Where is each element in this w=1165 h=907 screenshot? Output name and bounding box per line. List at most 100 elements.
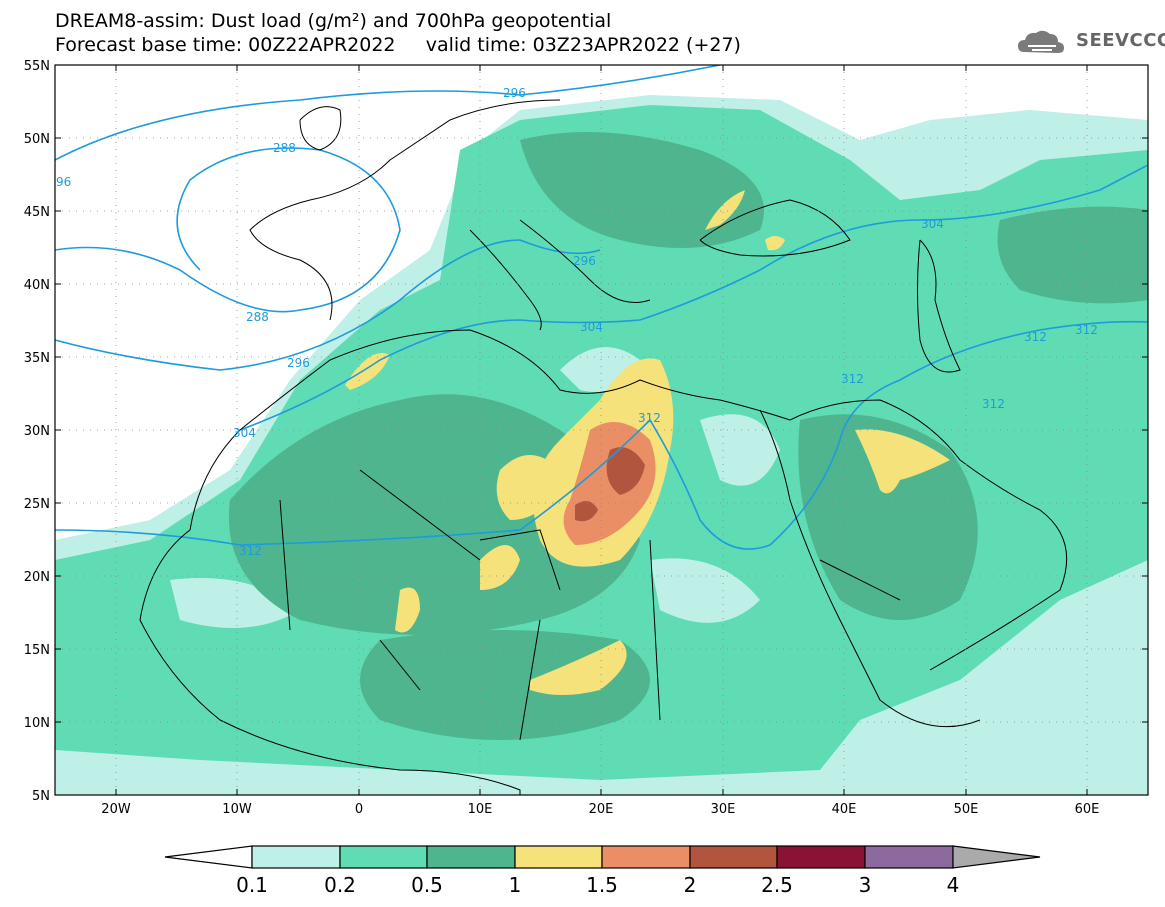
colorbar-label: 0.2 — [324, 873, 356, 897]
colorbar-swatch — [514, 845, 603, 869]
contour-line-296-south — [55, 239, 601, 371]
colorbar-label: 1 — [509, 873, 522, 897]
lat-label: 55N — [24, 59, 50, 74]
map-title: DREAM8-assim: Dust load (g/m²) and 700hP… — [55, 10, 612, 32]
coastline-italy — [469, 229, 542, 331]
coastline-europe — [249, 99, 561, 321]
lon-ticks-top — [115, 65, 1088, 71]
dust-area-1-sudan — [530, 640, 627, 695]
contour-line-304-east — [639, 164, 1148, 321]
dust-area-2-south — [575, 501, 598, 522]
lat-label: 10N — [24, 716, 50, 731]
lon-label: 20W — [101, 802, 131, 817]
coastline-africa — [139, 429, 521, 795]
dust-area-1-turkey — [765, 236, 785, 251]
dust-area-0.5-sahel — [360, 630, 650, 740]
contour-label: 312 — [1075, 323, 1098, 337]
lon-label: 10W — [222, 802, 252, 817]
colorbar-label: 0.5 — [411, 873, 443, 897]
colorbar-swatch — [864, 845, 954, 869]
lon-label: 40E — [832, 802, 857, 817]
colorbar-swatch — [339, 845, 428, 869]
coastline-british-isles — [299, 106, 342, 151]
lon-ticks-bottom — [115, 789, 1088, 795]
axis-ticks — [55, 64, 1148, 796]
dust-area-0.5-sahara — [228, 394, 640, 635]
dust-area-1-niger — [395, 587, 420, 633]
contour-line-288 — [55, 147, 401, 313]
contour-label: 312 — [638, 411, 661, 425]
lat-label: 35N — [24, 351, 50, 366]
latitude-labels: 55N 50N 45N 40N 35N 30N 25N 20N 15N 10N … — [24, 59, 50, 804]
coastline-red-sea — [759, 409, 981, 728]
contour-label: 288 — [273, 141, 296, 155]
contour-label: 296 — [573, 254, 596, 268]
dust-area-0.5-central-asia — [997, 206, 1148, 304]
longitude-labels: 20W 10W 0 10E 20E 30E 40E 50E 60E — [101, 802, 1099, 817]
contour-label: 96 — [56, 175, 71, 189]
coastlines-and-borders — [139, 99, 1068, 795]
forecast-time-subtitle: Forecast base time: 00Z22APR2022 valid t… — [55, 34, 741, 56]
lon-label: 10E — [468, 802, 493, 817]
lon-label: 60E — [1075, 802, 1100, 817]
lat-label: 30N — [24, 424, 50, 439]
lon-label: 0 — [355, 802, 363, 817]
lon-label: 50E — [954, 802, 979, 817]
border-lines — [279, 469, 901, 741]
colorbar-label: 2.5 — [761, 873, 793, 897]
colorbar-swatch — [601, 845, 691, 869]
colorbar-high-arrow — [952, 845, 1041, 869]
dust-area-1-morocco — [345, 353, 390, 390]
dust-area-0.1-sudan — [650, 558, 760, 623]
lat-label: 50N — [24, 132, 50, 147]
contour-label: 304 — [921, 217, 944, 231]
colorbar-swatch — [251, 845, 341, 869]
contour-label: 312 — [841, 372, 864, 386]
lat-label: 40N — [24, 278, 50, 293]
colorbar-swatch — [426, 845, 516, 869]
lat-label: 45N — [24, 205, 50, 220]
colorbar-label: 1.5 — [586, 873, 618, 897]
lat-ticks-left — [55, 64, 61, 796]
contour-label: 304 — [233, 426, 256, 440]
lat-ticks-right — [1142, 64, 1148, 796]
contour-line-304-west — [239, 319, 641, 431]
colorbar-labels: 0.1 0.2 0.5 1 1.5 2 2.5 3 4 — [236, 873, 959, 897]
dust-area-1-arabia — [855, 429, 950, 494]
coastline-black-sea — [699, 199, 851, 257]
dust-fields — [55, 95, 1148, 795]
cloud-logo-icon — [1018, 30, 1064, 53]
colorbar-swatch — [776, 845, 866, 869]
lat-label: 25N — [24, 497, 50, 512]
contour-label: 312 — [982, 397, 1005, 411]
coastline-north-africa — [239, 329, 791, 431]
dust-area-0.1-egypt — [700, 414, 780, 486]
colorbar-swatch — [689, 845, 778, 869]
dust-area-0.1-west-africa — [170, 578, 300, 628]
colorbar-label: 3 — [859, 873, 872, 897]
lon-label: 20E — [589, 802, 614, 817]
colorbar — [164, 845, 1041, 869]
coastline-caspian — [917, 239, 961, 373]
contour-label: 312 — [1024, 330, 1047, 344]
grid-lines — [55, 65, 1148, 795]
dust-area-1-chad — [480, 545, 520, 590]
contour-labels: 296 288 96 288 296 304 304 296 304 312 3… — [56, 86, 1098, 558]
dust-area-1-algeria — [496, 455, 560, 520]
contour-label: 304 — [580, 320, 603, 334]
colorbar-label: 4 — [947, 873, 960, 897]
contour-line-296-north — [55, 65, 721, 161]
coastline-balkans — [519, 219, 651, 303]
lat-label: 15N — [24, 643, 50, 658]
contour-label: 288 — [246, 310, 269, 324]
dust-area-2-north — [606, 447, 645, 495]
colorbar-label: 2 — [684, 873, 697, 897]
contour-label: 296 — [287, 356, 310, 370]
contour-label: 312 — [239, 544, 262, 558]
lat-label: 20N — [24, 570, 50, 585]
coastline-arabia — [789, 399, 1068, 671]
colorbar-low-arrow — [164, 845, 253, 869]
logo-text: SEEVCCC — [1076, 30, 1165, 51]
dust-area-0.5-europe — [520, 132, 764, 248]
